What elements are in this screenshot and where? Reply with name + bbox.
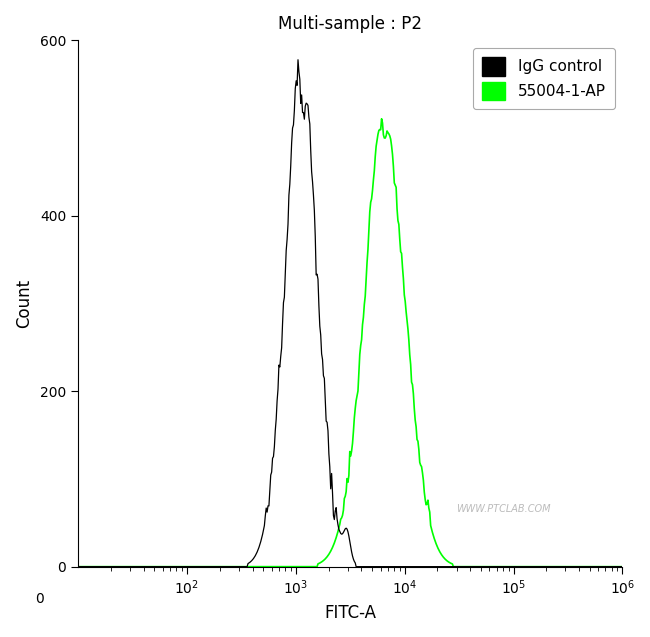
Y-axis label: Count: Count — [15, 279, 33, 328]
Text: WWW.PTCLAB.COM: WWW.PTCLAB.COM — [456, 504, 551, 514]
Legend: IgG control, 55004-1-AP: IgG control, 55004-1-AP — [473, 48, 615, 110]
Title: Multi-sample : P2: Multi-sample : P2 — [278, 15, 422, 33]
Text: 0: 0 — [35, 592, 44, 606]
X-axis label: FITC-A: FITC-A — [324, 604, 376, 622]
